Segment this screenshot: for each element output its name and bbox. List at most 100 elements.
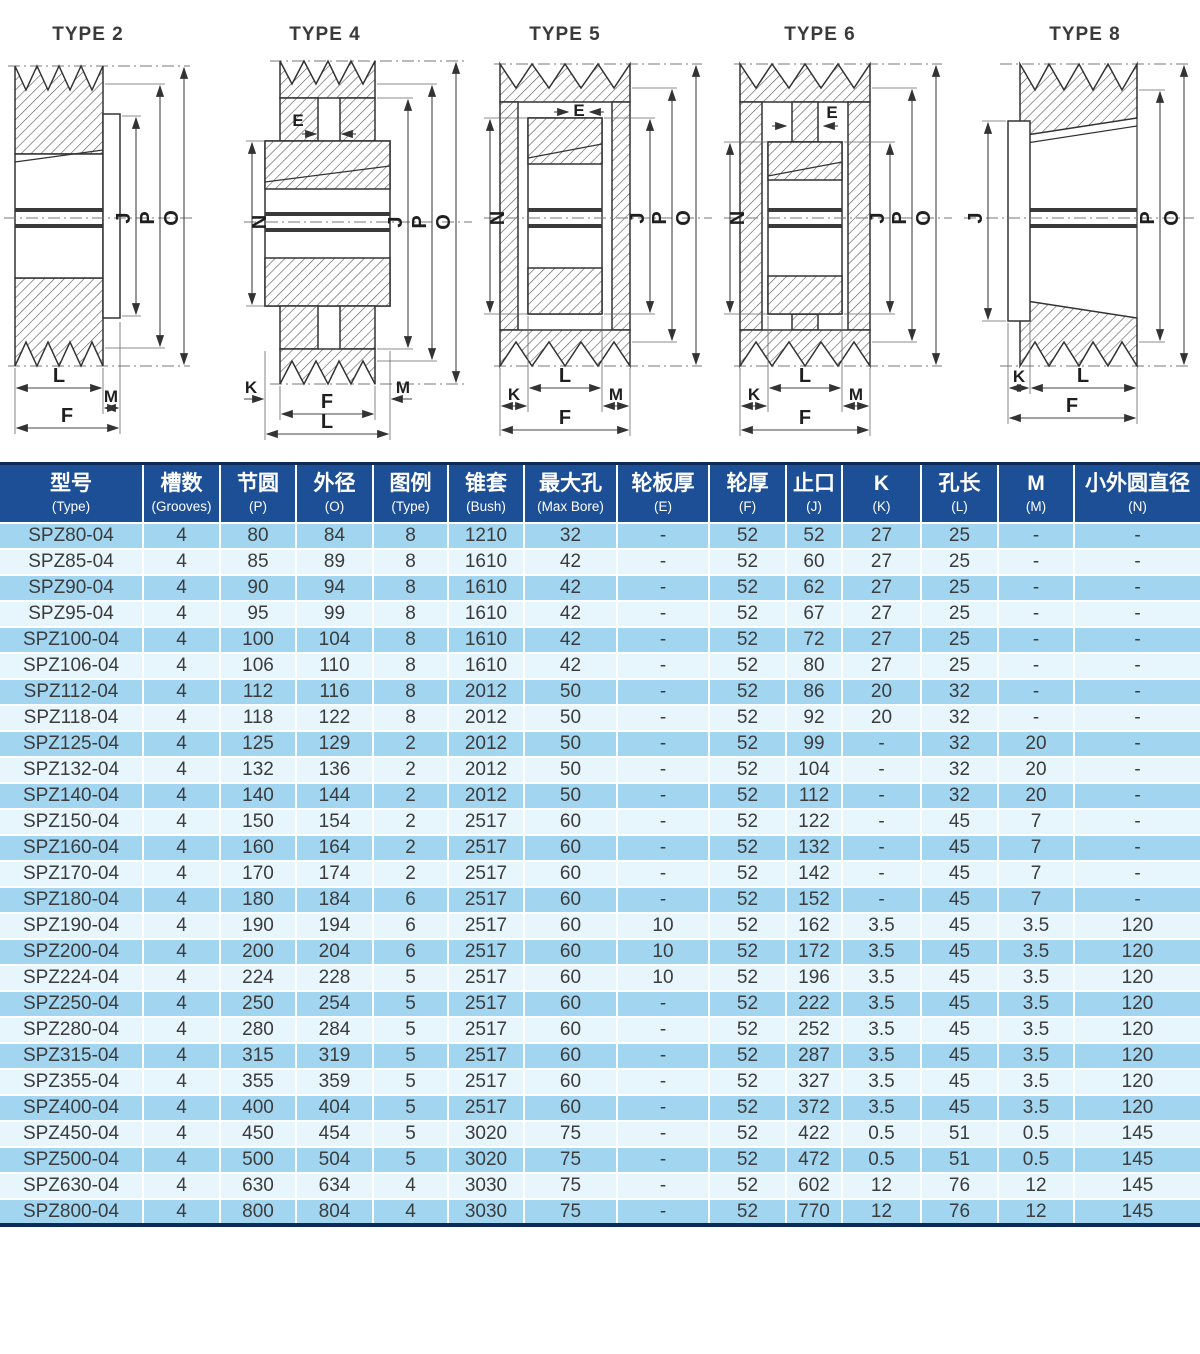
table-cell: 2012	[447, 782, 525, 810]
table-cell: 4	[142, 1146, 221, 1174]
table-cell: 52	[708, 600, 787, 628]
table-cell: 42	[523, 600, 618, 628]
table-header: 型号 (Type) 槽数 (Grooves) 节圆 (P) 外径 (O) 图例 (Type…	[0, 462, 1200, 524]
table-cell: 142	[785, 860, 843, 888]
table-cell: 770	[785, 1198, 843, 1226]
dim-label-n: N	[249, 215, 271, 229]
table-cell: 4	[142, 756, 221, 784]
table-row: SPZ140-04 4 140 144 2 2012 50-52 112-32 20-	[0, 782, 1200, 810]
table-cell: 174	[295, 860, 374, 888]
table-cell: 27	[841, 600, 922, 628]
table-cell: 120	[1073, 1068, 1200, 1096]
dim-label-m: M	[849, 385, 863, 404]
table-cell: 45	[920, 938, 999, 966]
dim-label-l: L	[1077, 365, 1089, 387]
table-cell: SPZ500-04	[0, 1146, 144, 1174]
pulley-body	[964, 61, 1194, 369]
table-cell: SPZ106-04	[0, 652, 144, 680]
table-cell: 25	[920, 652, 999, 680]
column-header-n: 小外圆直径 (N)	[1073, 462, 1200, 524]
table-cell: -	[616, 1120, 710, 1148]
table-cell: -	[1073, 678, 1200, 706]
drawing-title: TYPE 5	[529, 24, 600, 45]
table-cell: 45	[920, 1094, 999, 1122]
table-cell: 2	[372, 730, 449, 758]
table-cell: 132	[785, 834, 843, 862]
dim-label-f: F	[1066, 395, 1078, 417]
table-cell: 200	[219, 938, 297, 966]
pulley-body	[724, 61, 952, 369]
dim-label-k: K	[245, 378, 258, 397]
table-cell: 4	[142, 730, 221, 758]
table-row: SPZ80-04 4 80 84 8 1210 32-52 52 27 25- -	[0, 522, 1200, 550]
pulley-body	[4, 64, 196, 368]
table-cell: 2	[372, 756, 449, 784]
table-cell: -	[616, 782, 710, 810]
table-cell: 2012	[447, 704, 525, 732]
table-cell: 2	[372, 808, 449, 836]
table-cell: 32	[920, 782, 999, 810]
dimension-lines: E N J P O L	[724, 64, 941, 436]
table-cell: 150	[219, 808, 297, 836]
table-cell: -	[1073, 730, 1200, 758]
table-cell: 1610	[447, 574, 525, 602]
table-cell: 3.5	[997, 1094, 1075, 1122]
table-cell: 52	[708, 678, 787, 706]
table-row: SPZ125-04 4 125 129 2 2012 50-52 99-32 20-	[0, 730, 1200, 758]
dim-label-m: M	[104, 387, 118, 406]
table-cell: 164	[295, 834, 374, 862]
table-cell: 3.5	[997, 990, 1075, 1018]
table-cell: 2	[372, 834, 449, 862]
table-cell: 32	[920, 704, 999, 732]
table-cell: 60	[523, 886, 618, 914]
table-cell: SPZ118-04	[0, 704, 144, 732]
table-cell: 10	[616, 912, 710, 940]
dim-label-f: F	[559, 407, 571, 429]
table-row: SPZ180-04 4 180 184 6 2517 60-52 152-45 7-	[0, 886, 1200, 914]
table-cell: 60	[523, 938, 618, 966]
table-cell: 100	[219, 626, 297, 654]
dim-label-l: L	[799, 365, 811, 387]
table-cell: 62	[785, 574, 843, 602]
table-cell: 60	[523, 1042, 618, 1070]
table-cell: 120	[1073, 912, 1200, 940]
table-cell: 45	[920, 964, 999, 992]
table-cell: 76	[920, 1198, 999, 1226]
table-cell: -	[997, 548, 1075, 576]
dim-label-l: L	[321, 411, 333, 433]
column-header-m: M (M)	[997, 462, 1075, 524]
table-cell: 145	[1073, 1146, 1200, 1174]
table-cell: 27	[841, 522, 922, 550]
table-cell: 2517	[447, 808, 525, 836]
table-cell: 602	[785, 1172, 843, 1200]
table-cell: 3.5	[841, 964, 922, 992]
table-cell: 99	[295, 600, 374, 628]
table-cell: 12	[997, 1172, 1075, 1200]
table-cell: 2012	[447, 730, 525, 758]
dim-label-j: J	[965, 212, 987, 223]
table-cell: 180	[219, 886, 297, 914]
dim-label-m: M	[609, 385, 623, 404]
table-cell: 76	[920, 1172, 999, 1200]
table-cell: 25	[920, 522, 999, 550]
table-cell: 228	[295, 964, 374, 992]
dim-label-p: P	[409, 215, 431, 228]
drawing-type-6: TYPE 6 E	[720, 6, 960, 462]
dim-label-o: O	[913, 210, 935, 226]
table-cell: 144	[295, 782, 374, 810]
table-cell: -	[616, 860, 710, 888]
table-cell: 7	[997, 808, 1075, 836]
table-cell: 252	[785, 1016, 843, 1044]
table-cell: -	[1073, 834, 1200, 862]
table-cell: 2517	[447, 964, 525, 992]
table-cell: 4	[142, 1172, 221, 1200]
table-cell: 5	[372, 1042, 449, 1070]
table-cell: 5	[372, 964, 449, 992]
table-cell: 136	[295, 756, 374, 784]
table-cell: 804	[295, 1198, 374, 1226]
table-cell: 3.5	[997, 938, 1075, 966]
table-row: SPZ190-04 4 190 194 6 2517 60 10 52 162 3.5 45 3.5 12…	[0, 912, 1200, 940]
table-cell: 80	[219, 522, 297, 550]
table-cell: 3.5	[841, 912, 922, 940]
table-cell: -	[841, 756, 922, 784]
